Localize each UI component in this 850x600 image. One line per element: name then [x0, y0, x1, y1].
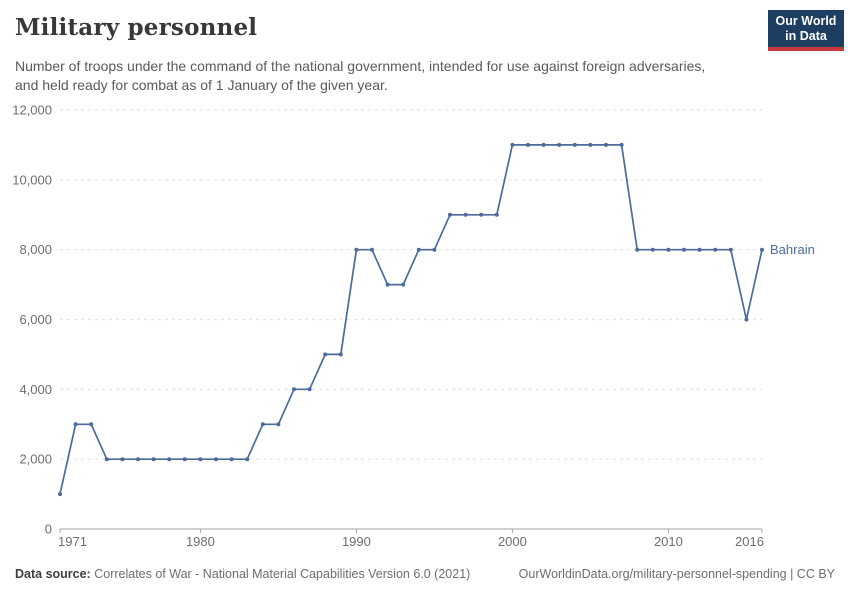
x-axis-label: 1980	[186, 534, 215, 549]
chart-subtitle: Number of troops under the command of th…	[15, 58, 706, 93]
data-point	[276, 422, 281, 427]
y-axis-label: 6,000	[19, 312, 52, 327]
data-point	[323, 352, 328, 357]
data-point	[292, 387, 296, 392]
owid-logo-line2: in Data	[785, 29, 827, 43]
y-axis-label: 0	[45, 522, 52, 537]
data-point	[354, 247, 359, 252]
owid-logo: Our World in Data	[768, 10, 844, 51]
data-point	[229, 457, 234, 462]
line-chart: 0 2,000 4,000 6,000 8,000 10,000 12,000 1971 198…	[12, 103, 815, 550]
data-point	[432, 247, 437, 252]
data-point	[510, 142, 515, 147]
data-point	[104, 457, 109, 462]
data-point	[89, 422, 94, 427]
data-point	[588, 142, 593, 147]
x-axis-label: 2010	[654, 534, 683, 549]
data-point	[697, 247, 702, 252]
owid-logo-line1: Our World	[775, 14, 837, 28]
data-point	[260, 422, 265, 427]
data-point	[167, 457, 172, 462]
data-point	[666, 247, 671, 252]
data-point	[713, 247, 718, 252]
data-point	[338, 352, 343, 357]
data-point	[760, 247, 764, 252]
entity-label: Bahrain	[770, 242, 815, 257]
data-point	[151, 457, 156, 462]
x-axis-label: 1990	[342, 534, 371, 549]
data-source: Data source: Correlates of War - Nationa…	[15, 566, 470, 583]
chart-footer: Data source: Correlates of War - Nationa…	[15, 566, 835, 583]
y-axis-label: 10,000	[12, 172, 52, 187]
data-point	[526, 142, 530, 147]
data-point	[635, 247, 640, 252]
data-point	[136, 457, 140, 462]
data-point	[58, 492, 62, 497]
data-point	[572, 142, 577, 147]
y-axis-label: 4,000	[19, 382, 52, 397]
chart-area: 0 2,000 4,000 6,000 8,000 10,000 12,000 1971 198…	[0, 95, 850, 565]
data-point	[198, 457, 203, 462]
data-point	[557, 142, 562, 147]
data-point	[214, 457, 218, 462]
x-axis-label: 2000	[498, 534, 527, 549]
data-point	[463, 212, 468, 217]
data-point	[494, 212, 499, 217]
data-point	[604, 142, 608, 147]
data-point	[120, 457, 125, 462]
data-point	[619, 142, 624, 147]
y-axis-label: 8,000	[19, 242, 52, 257]
data-point	[307, 387, 312, 392]
data-point	[728, 247, 733, 252]
data-point	[245, 457, 250, 462]
credit-line: OurWorldinData.org/military-personnel-sp…	[518, 567, 835, 581]
data-point	[401, 282, 406, 287]
data-point	[541, 142, 546, 147]
trend-line	[59, 144, 763, 495]
y-axis-label: 12,000	[12, 103, 52, 118]
data-point	[479, 212, 484, 217]
data-point	[73, 422, 78, 427]
data-point	[370, 247, 374, 252]
x-axis-label: 1971	[58, 534, 87, 549]
data-point	[448, 212, 452, 217]
page-title: Military personnel	[15, 14, 258, 41]
data-source-value: Correlates of War - National Material Ca…	[94, 567, 471, 581]
data-source-label: Data source:	[15, 567, 91, 581]
data-point	[650, 247, 655, 252]
data-point	[182, 457, 187, 462]
data-point	[416, 247, 421, 252]
x-axis-label: 2016	[735, 534, 764, 549]
data-point	[744, 317, 749, 322]
data-point	[682, 247, 686, 252]
data-point	[385, 282, 390, 287]
y-axis-label: 2,000	[19, 452, 52, 467]
